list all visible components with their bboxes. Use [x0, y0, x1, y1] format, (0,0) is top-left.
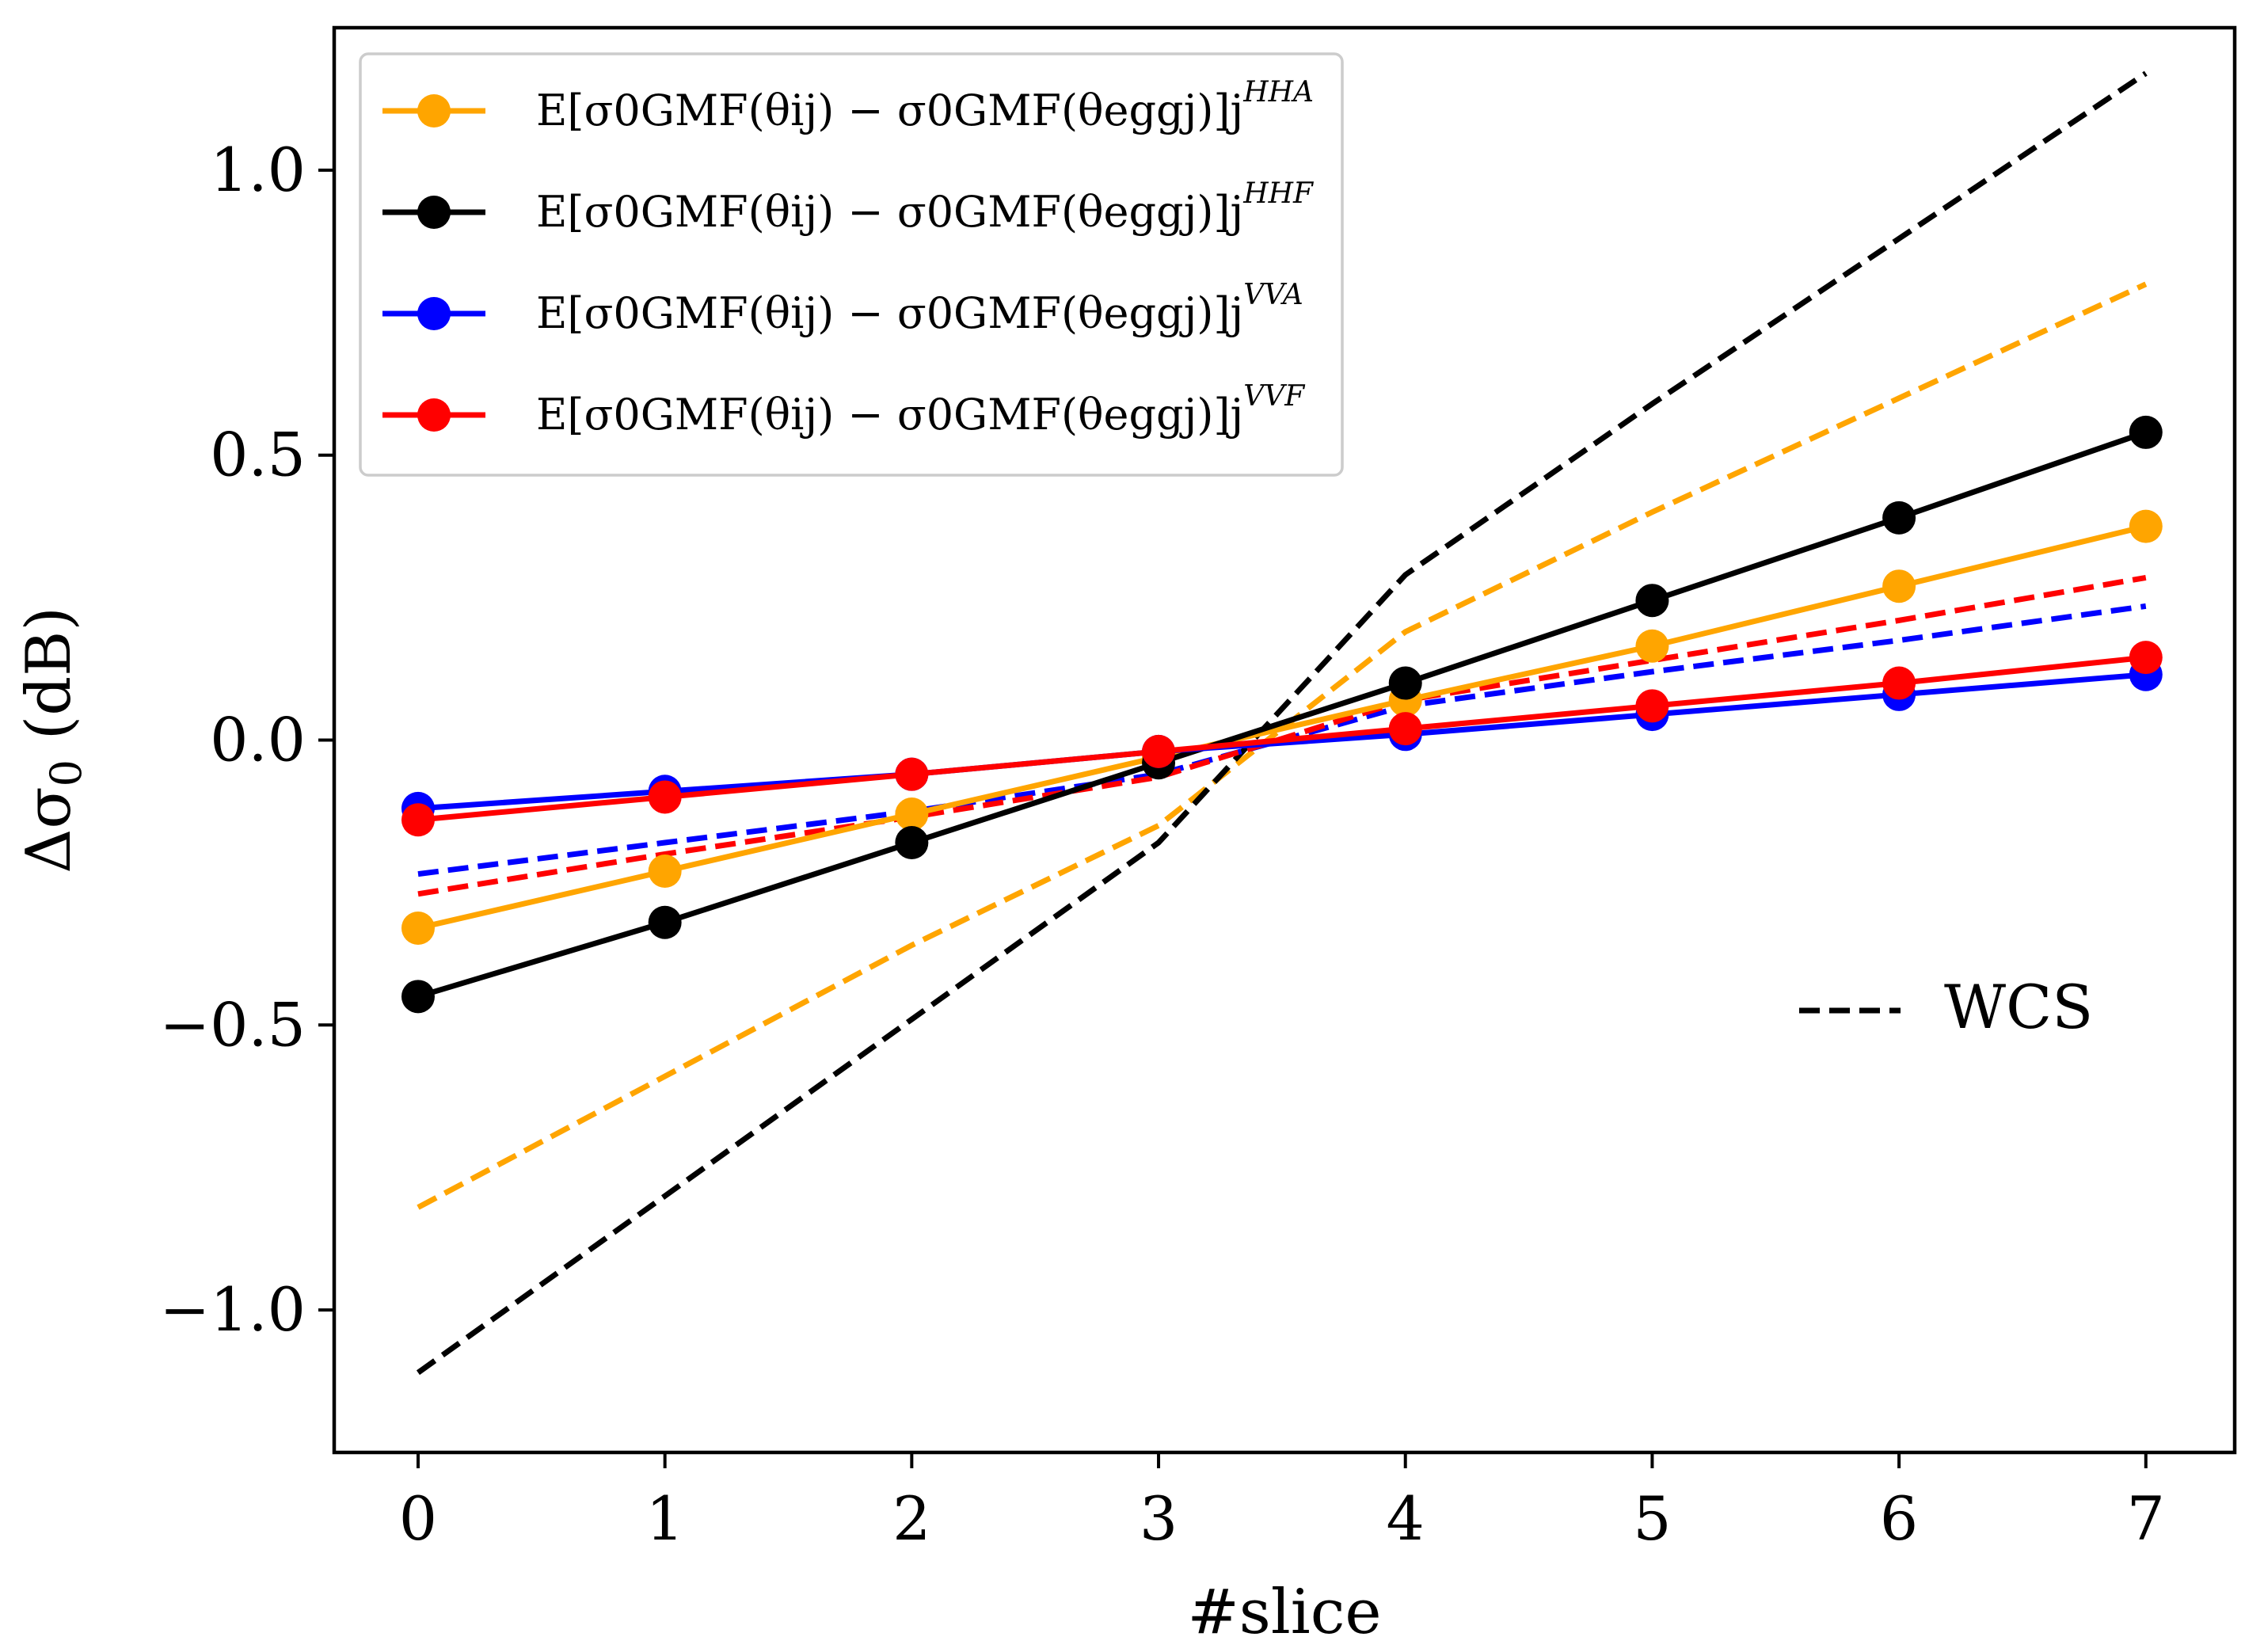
y-axis-title: Δσ0 (dB) [13, 607, 91, 874]
legend-label: E[σ0GMF(θij) − σ0GMF(θeggj)]jVVF [536, 380, 1306, 440]
legend-marker [417, 297, 451, 330]
legend-entry-vvf: E[σ0GMF(θij) − σ0GMF(θeggj)]jVVF [382, 380, 1306, 440]
data-point [648, 855, 682, 889]
legend-marker [417, 196, 451, 229]
x-tick-label: 6 [1880, 1483, 1918, 1554]
wcs-legend-label: WCS [1944, 972, 2093, 1042]
axes: 0 1 2 3 4 5 6 7 −1.0 −0.5 0.0 0.5 1.0 #slice Δσ0 (dB) [13, 25, 2237, 1648]
data-point [1635, 584, 1669, 618]
data-point [1388, 666, 1422, 700]
data-point [401, 803, 435, 837]
legend-label: E[σ0GMF(θij) − σ0GMF(θeggj)]jHHF [536, 177, 1315, 237]
x-tick-label: 7 [2127, 1483, 2165, 1554]
wcs-legend: WCS [1799, 972, 2093, 1042]
data-point [401, 911, 435, 945]
data-point [1635, 629, 1669, 663]
data-point [1142, 734, 1176, 768]
series-lines [401, 415, 2163, 1014]
series-line-hha [417, 523, 2147, 931]
legend-marker [417, 398, 451, 432]
legend-entry-vva: E[σ0GMF(θij) − σ0GMF(θeggj)]jVVA [382, 279, 1303, 338]
wcs-line-hhf [416, 70, 2148, 1376]
data-point [1882, 666, 1916, 700]
x-tick-label: 4 [1387, 1483, 1425, 1554]
legend: E[σ0GMF(θij) − σ0GMF(θeggj)]jHHA E[σ0GMF(… [359, 52, 1344, 477]
data-point [1882, 569, 1916, 603]
data-point [648, 905, 682, 939]
data-point [1388, 712, 1422, 746]
y-tick-label: −1.0 [159, 1274, 306, 1345]
data-point [401, 980, 435, 1014]
legend-marker [417, 94, 451, 128]
series-line-hhf [417, 429, 2147, 999]
y-tick-label: 0.5 [210, 420, 306, 490]
legend-entry-hhf: E[σ0GMF(θij) − σ0GMF(θeggj)]jHHF [382, 177, 1315, 237]
data-point [2129, 415, 2163, 449]
x-axis-title: #slice [1187, 1577, 1381, 1648]
data-point [895, 826, 929, 860]
x-tick-label: 2 [892, 1483, 930, 1554]
data-point [895, 797, 929, 832]
y-tick-label: 0.0 [210, 705, 306, 775]
legend-label: E[σ0GMF(θij) − σ0GMF(θeggj)]jHHA [536, 76, 1314, 135]
data-point [1882, 501, 1916, 535]
legend-label: E[σ0GMF(θij) − σ0GMF(θeggj)]jVVA [536, 279, 1303, 338]
x-tick-label: 3 [1140, 1483, 1178, 1554]
data-point [2129, 641, 2163, 675]
legend-entry-hha: E[σ0GMF(θij) − σ0GMF(θeggj)]jHHA [382, 76, 1314, 135]
y-tick-label: 1.0 [210, 135, 306, 205]
series-line-vva [417, 672, 2147, 812]
data-point [648, 780, 682, 814]
data-point [2129, 509, 2163, 543]
x-tick-label: 0 [399, 1483, 437, 1554]
data-point [1635, 689, 1669, 723]
x-tick-label: 5 [1633, 1483, 1671, 1554]
data-point [895, 757, 929, 791]
series-line-vvf [417, 654, 2147, 823]
y-tick-label: −0.5 [159, 989, 306, 1060]
series-vvf [401, 641, 2163, 837]
legend-box [359, 52, 1344, 477]
x-tick-label: 1 [645, 1483, 683, 1554]
